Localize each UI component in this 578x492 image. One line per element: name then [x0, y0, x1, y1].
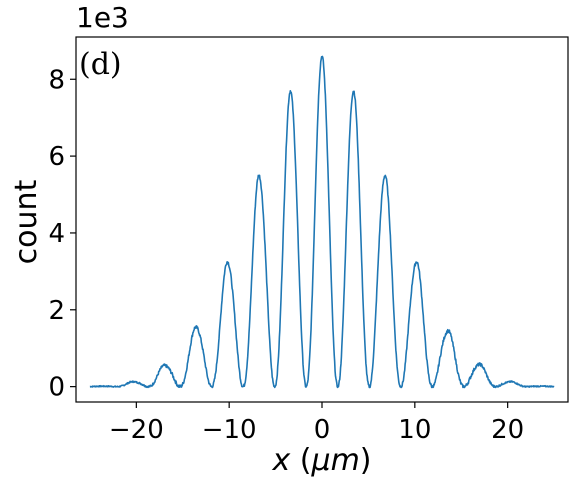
y-tick-label: 4: [48, 219, 65, 249]
x-tick-label: 0: [314, 415, 331, 445]
x-tick-label: 10: [398, 415, 431, 445]
series-line: [89, 55, 555, 389]
y-tick-label: 2: [48, 296, 65, 326]
y-tick-label: 0: [48, 373, 65, 403]
x-axis-unit-open: (: [290, 443, 311, 478]
x-tick-label: −20: [109, 415, 164, 445]
x-axis-title: x (μm): [271, 443, 371, 478]
axis-offset-label: 1e3: [76, 1, 129, 34]
x-axis-unit-close: ): [360, 443, 372, 478]
y-axis-title: count: [9, 179, 44, 264]
y-tick-label: 8: [48, 65, 65, 95]
plot-frame: [75, 36, 569, 403]
x-axis-variable: x: [271, 443, 290, 478]
panel-label: (d): [79, 47, 122, 82]
data-layer: [89, 55, 555, 389]
x-axis-unit: μm: [310, 443, 359, 478]
x-axis: −20 −10 0 10 20: [109, 402, 524, 445]
y-axis: 0 2 4 6 8: [48, 65, 76, 403]
x-tick-label: 20: [491, 415, 524, 445]
x-tick-label: −10: [202, 415, 257, 445]
y-tick-label: 6: [48, 142, 65, 172]
